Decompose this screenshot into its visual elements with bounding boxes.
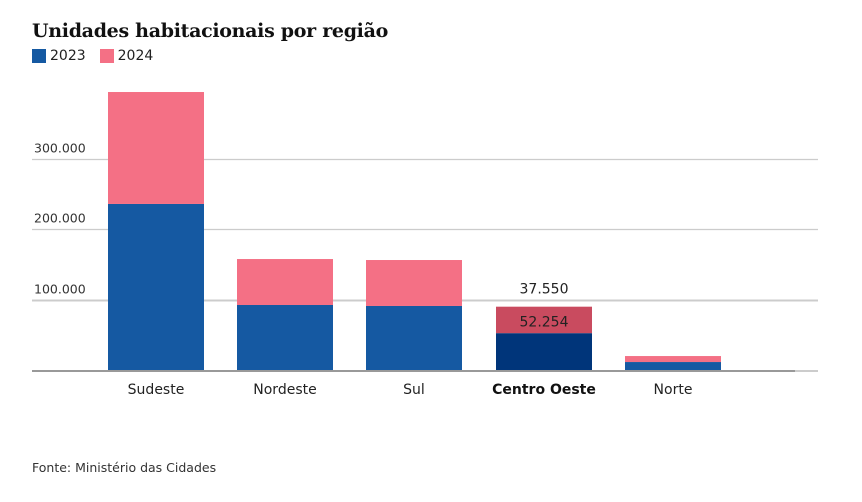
y-tick-label: 300.000 — [34, 141, 86, 156]
legend-label-2024: 2024 — [117, 48, 154, 64]
chart-title: Unidades habitacionais por região — [32, 20, 388, 42]
data-label-2023: 52.254 — [520, 315, 569, 331]
bar-sul-2023[interactable] — [366, 305, 462, 370]
legend-item-2023[interactable]: 2023 — [32, 48, 86, 64]
bar-centro-oeste-2024[interactable] — [496, 306, 592, 334]
bar-sul-2024[interactable] — [366, 260, 462, 306]
legend-swatch-2023 — [32, 49, 46, 63]
bars — [108, 92, 721, 370]
legend-swatch-2024 — [99, 49, 114, 63]
legend: 2023 2024 — [32, 48, 153, 64]
source-note: Fonte: Ministério das Cidades — [32, 460, 217, 475]
legend-label-2023: 2023 — [50, 48, 86, 64]
x-tick-label: Centro Oeste — [492, 382, 596, 398]
labels: 100.000 200.000 300.000 Sudeste Nordeste Sul C… — [34, 141, 692, 399]
x-tick-label: Norte — [654, 382, 693, 398]
data-label-2024: 37.550 — [520, 282, 569, 298]
legend-item-2024[interactable]: 2024 — [99, 48, 154, 64]
bar-sudeste-2024[interactable] — [108, 92, 204, 204]
y-tick-label: 100.000 — [34, 282, 86, 297]
y-tick-label: 200.000 — [34, 211, 86, 226]
bar-norte-2023[interactable] — [625, 362, 721, 370]
bar-centro-oeste-2023[interactable] — [496, 333, 592, 370]
x-tick-label: Sul — [403, 382, 425, 398]
bar-nordeste-2023[interactable] — [237, 304, 333, 370]
bar-norte-2024[interactable] — [625, 356, 721, 363]
bar-nordeste-2024[interactable] — [237, 259, 333, 305]
bar-sudeste-2023[interactable] — [108, 203, 204, 370]
x-tick-label: Sudeste — [128, 382, 185, 398]
x-tick-label: Nordeste — [253, 382, 316, 398]
